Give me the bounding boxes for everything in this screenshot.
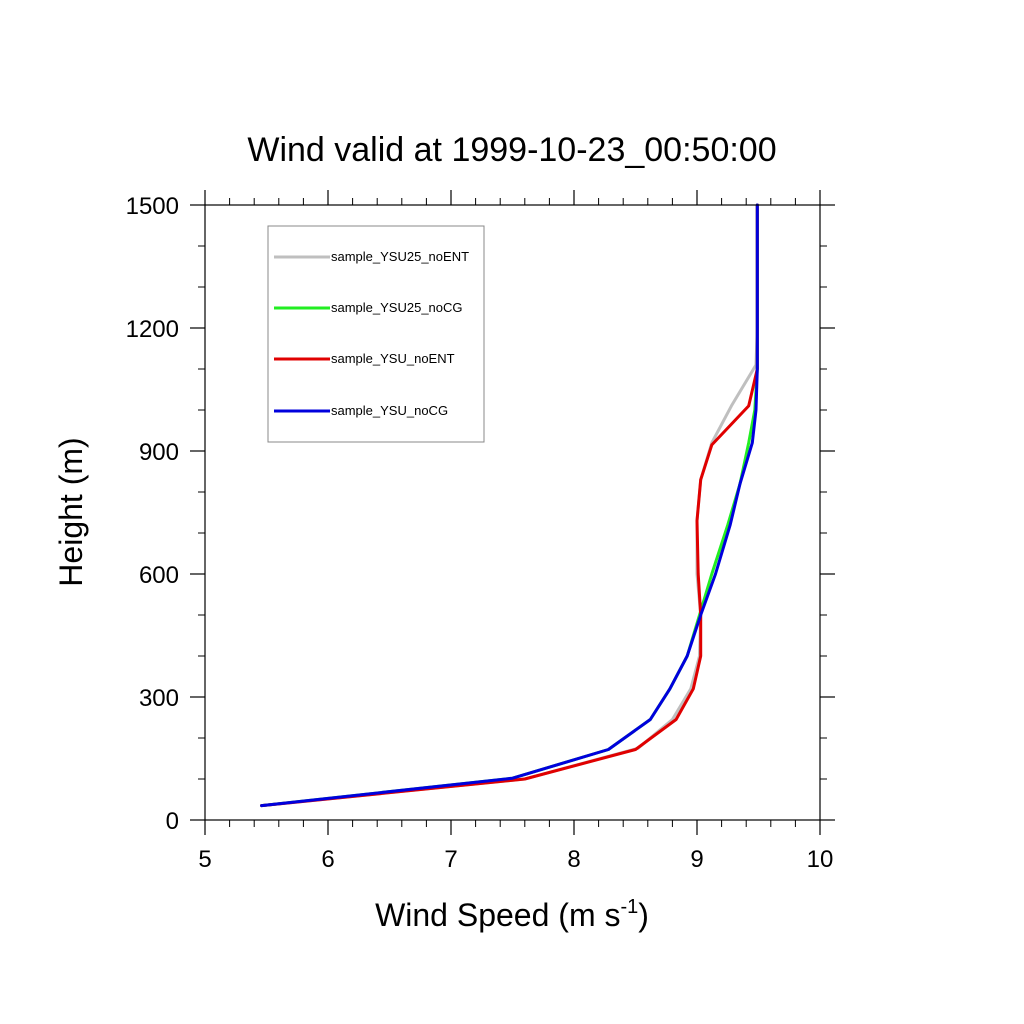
x-tick-label: 10 <box>807 846 834 873</box>
y-tick-label: 0 <box>166 808 179 835</box>
y-axis-label: Height (m) <box>53 437 89 586</box>
legend-label-2: sample_YSU_noENT <box>331 351 455 366</box>
y-tick-label: 600 <box>139 562 179 589</box>
legend: sample_YSU25_noENT sample_YSU25_noCGsampl… <box>267 225 485 443</box>
x-tick-label: 5 <box>198 846 211 873</box>
x-tick-label: 9 <box>690 846 703 873</box>
legend-label-0: sample_YSU25_noENT <box>331 249 469 264</box>
y-tick-label: 900 <box>139 439 179 466</box>
axis-ticks: 5 6 7 8 9 10 0 300 600 900 1200 1500 <box>126 190 835 873</box>
legend-label-3: sample_YSU_noCG <box>331 403 448 418</box>
chart-title: Wind valid at 1999-10-23_00:50:00 <box>247 131 776 169</box>
series-line-3 <box>260 203 759 808</box>
x-axis-label: Wind Speed (m s-1) <box>375 896 649 933</box>
x-axis-label-superscript: -1 <box>620 896 638 918</box>
legend-box <box>267 225 485 443</box>
y-tick-label: 1200 <box>126 316 179 343</box>
y-tick-label: 300 <box>139 685 179 712</box>
x-tick-label: 6 <box>321 846 334 873</box>
legend-label-1: sample_YSU25_noCG <box>331 300 463 315</box>
x-tick-label: 7 <box>444 846 457 873</box>
y-tick-label: 1500 <box>126 193 179 220</box>
x-tick-label: 8 <box>567 846 580 873</box>
plot-frame <box>204 204 821 821</box>
plot-lines <box>260 203 759 808</box>
